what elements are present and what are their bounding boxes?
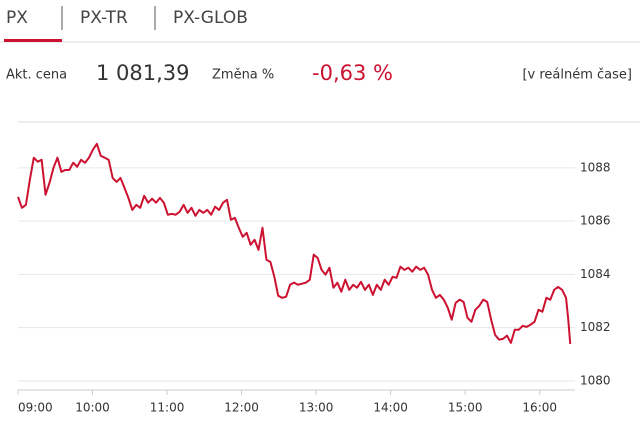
realtime-note: [v reálném čase] — [522, 68, 632, 83]
x-tick-label: 10:00 — [75, 401, 110, 415]
y-tick-label: 1080 — [580, 373, 611, 387]
price-line — [17, 142, 572, 344]
x-tick-label: 12:00 — [224, 401, 259, 415]
y-tick-label: 1086 — [580, 214, 611, 228]
active-tab-indicator — [4, 39, 62, 42]
tab[interactable]: PX-TR — [80, 8, 128, 28]
tab[interactable]: PX — [6, 8, 28, 28]
x-tick-label: 16:00 — [522, 401, 557, 415]
x-tick-label: 11:00 — [150, 401, 185, 415]
x-tick-label: 15:00 — [448, 401, 483, 415]
change-label: Změna % — [212, 68, 274, 83]
x-tick-label: 13:00 — [299, 401, 334, 415]
price: 1 081,39 — [96, 61, 190, 85]
y-tick-label: 1088 — [580, 160, 611, 174]
y-tick-label: 1084 — [580, 267, 611, 281]
x-tick-label: 14:00 — [373, 401, 408, 415]
tab[interactable]: PX-GLOB — [173, 8, 248, 28]
plot: 1080 1082 1084 1086 1088 09:00 10:00 11:00 12:00… — [17, 142, 611, 415]
x-tick-label: 09:00 — [18, 401, 53, 415]
price-label: Akt. cena — [6, 68, 67, 83]
change: -0,63 % — [312, 61, 393, 85]
y-tick-label: 1082 — [580, 320, 611, 334]
